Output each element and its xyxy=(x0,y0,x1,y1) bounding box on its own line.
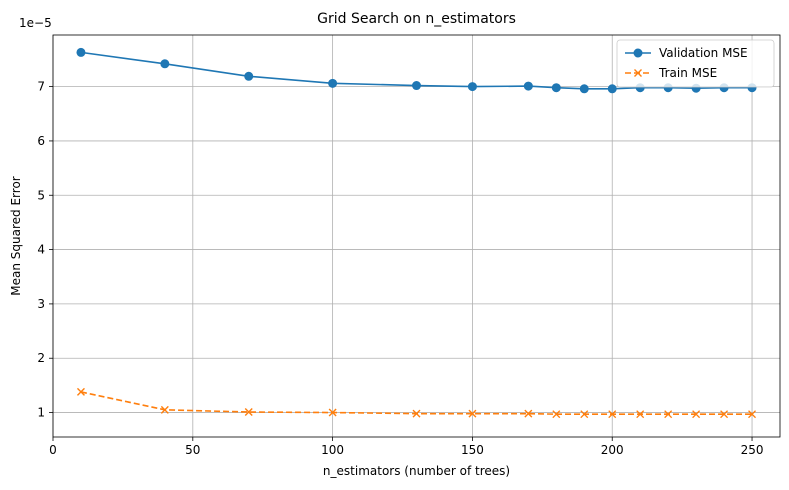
data-point xyxy=(76,47,86,57)
data-point xyxy=(580,410,589,419)
data-point xyxy=(244,71,254,81)
data-point xyxy=(552,410,561,419)
legend-box xyxy=(616,39,775,88)
y-tick-label: 5 xyxy=(37,188,45,202)
data-point xyxy=(160,59,170,69)
legend-marker xyxy=(633,48,643,58)
y-tick-label: 3 xyxy=(37,297,45,311)
x-tick-label: 0 xyxy=(49,443,57,457)
data-point xyxy=(468,409,477,418)
data-point xyxy=(160,405,169,414)
data-point xyxy=(328,408,337,417)
legend-label: Train MSE xyxy=(658,66,717,80)
x-tick-label: 50 xyxy=(185,443,200,457)
data-point xyxy=(467,82,477,92)
plot-frame xyxy=(52,34,781,438)
chart-title: Grid Search on n_estimators xyxy=(317,11,516,27)
data-point xyxy=(692,410,701,419)
x-tick-label: 200 xyxy=(601,443,624,457)
ticks: 0 50 100 150 200 250 1 2 3 4 5 6 7 xyxy=(37,80,763,457)
y-tick-label: 7 xyxy=(37,80,45,94)
x-tick-label: 100 xyxy=(321,443,344,457)
x-axis-label: n_estimators (number of trees) xyxy=(323,464,510,478)
data-point xyxy=(636,410,645,419)
data-point xyxy=(551,83,561,93)
data-point xyxy=(720,410,729,419)
y-tick-label: 1 xyxy=(37,406,45,420)
data-point xyxy=(412,409,421,418)
y-tick-label: 2 xyxy=(37,351,45,365)
data-point xyxy=(412,81,421,91)
y-tick-label: 4 xyxy=(37,243,45,257)
series-1 xyxy=(76,387,757,419)
data-point xyxy=(748,410,757,419)
data-point xyxy=(524,409,533,418)
y-tick-label: 6 xyxy=(37,134,45,148)
data-point xyxy=(664,410,673,419)
legend-label: Validation MSE xyxy=(659,46,748,60)
data-point xyxy=(328,78,338,88)
x-tick-label: 250 xyxy=(741,443,764,457)
y-axis-label: Mean Squared Error xyxy=(9,176,23,296)
y-offset-label: 1e−5 xyxy=(19,16,52,30)
data-point xyxy=(607,84,617,94)
data-point xyxy=(76,387,85,396)
grid xyxy=(52,35,780,437)
legend: Validation MSE Train MSE xyxy=(616,39,775,88)
data-point xyxy=(523,81,533,91)
x-tick-label: 150 xyxy=(461,443,484,457)
data-point xyxy=(244,408,253,417)
legend-marker xyxy=(634,69,642,77)
data-point xyxy=(608,410,617,419)
data-point xyxy=(579,84,589,94)
